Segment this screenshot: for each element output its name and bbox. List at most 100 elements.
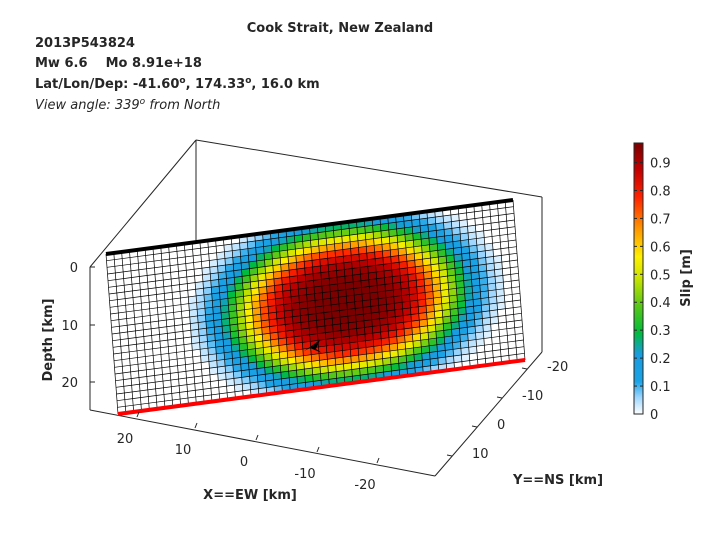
slip-cell bbox=[167, 332, 176, 341]
slip-cell bbox=[488, 296, 497, 305]
slip-cell bbox=[261, 319, 270, 328]
slip-cell bbox=[192, 355, 202, 364]
slip-cell bbox=[333, 229, 342, 238]
slip-cell bbox=[381, 337, 390, 346]
slip-cell bbox=[260, 306, 269, 315]
slip-cell bbox=[355, 314, 364, 322]
slip-cell bbox=[155, 387, 164, 396]
slip-cell bbox=[142, 322, 152, 330]
slip-cell bbox=[184, 249, 194, 257]
slip-cell bbox=[485, 249, 494, 258]
slip-cell bbox=[296, 362, 305, 371]
slip-cell bbox=[161, 259, 171, 267]
slip-cell bbox=[439, 269, 448, 278]
slip-cell bbox=[367, 366, 376, 375]
slip-cell bbox=[470, 265, 479, 273]
slip-cell bbox=[161, 353, 170, 362]
slip-cell bbox=[424, 284, 433, 293]
chart-title: Cook Strait, New Zealand bbox=[247, 21, 434, 36]
slip-cell bbox=[176, 250, 186, 258]
y-tick-mark bbox=[521, 367, 528, 370]
slip-cell bbox=[274, 291, 284, 299]
slip-cell bbox=[149, 301, 158, 309]
slip-cell bbox=[217, 258, 226, 267]
slip-cell bbox=[467, 225, 476, 233]
slip-cell bbox=[179, 391, 188, 399]
slip-cell bbox=[434, 317, 444, 325]
slip-cell bbox=[416, 285, 426, 294]
slip-cell bbox=[270, 338, 279, 347]
slip-cell bbox=[466, 211, 475, 220]
slip-cell bbox=[380, 229, 390, 238]
colorbar-tick-label: 0.8 bbox=[650, 184, 671, 199]
slip-cell bbox=[435, 323, 444, 332]
grid-line-strike bbox=[112, 286, 520, 342]
slip-cell bbox=[260, 313, 269, 321]
slip-cell bbox=[257, 266, 266, 275]
slip-cell bbox=[201, 368, 210, 376]
slip-cell bbox=[430, 257, 439, 265]
slip-cell bbox=[482, 216, 491, 225]
slip-cell bbox=[394, 308, 404, 317]
colorbar-tick-label: 0.3 bbox=[650, 324, 671, 339]
slip-cell bbox=[148, 294, 157, 303]
slip-cell bbox=[272, 264, 282, 273]
slip-cell bbox=[509, 260, 518, 268]
slip-cell bbox=[182, 330, 192, 338]
slip-cell bbox=[273, 277, 283, 286]
slip-cell bbox=[280, 263, 289, 272]
slip-cell bbox=[125, 297, 134, 306]
slip-cell bbox=[190, 329, 200, 337]
slip-cell bbox=[357, 226, 366, 235]
slip-cell bbox=[515, 333, 524, 341]
slip-cell bbox=[352, 274, 361, 282]
slip-cell bbox=[359, 367, 368, 376]
slip-cell bbox=[156, 394, 165, 403]
slip-cell bbox=[233, 269, 243, 278]
slip-cell bbox=[240, 356, 249, 365]
slip-cell bbox=[259, 293, 268, 301]
slip-cell bbox=[405, 246, 415, 255]
slip-cell bbox=[139, 383, 148, 391]
slip-cell bbox=[240, 363, 250, 371]
slip-cell bbox=[130, 256, 139, 265]
slip-cell bbox=[329, 283, 338, 292]
slip-cell bbox=[162, 265, 171, 274]
slip-cell bbox=[187, 390, 196, 398]
slip-cell bbox=[133, 303, 142, 311]
slip-cell bbox=[207, 347, 217, 355]
slip-cell bbox=[408, 280, 417, 288]
slip-cell bbox=[163, 380, 172, 388]
slip-cell bbox=[115, 373, 124, 381]
slip-cell bbox=[304, 374, 314, 383]
slip-cell bbox=[138, 369, 147, 378]
slip-cell bbox=[484, 350, 494, 359]
slip-cell bbox=[442, 316, 452, 324]
slip-cell bbox=[176, 351, 185, 359]
y-axis-label: Y==NS [km] bbox=[512, 473, 603, 488]
slip-cell bbox=[397, 234, 406, 243]
slip-cell bbox=[248, 260, 258, 269]
slip-cell bbox=[353, 280, 362, 289]
slip-cell bbox=[297, 281, 307, 290]
slip-cell bbox=[427, 217, 436, 225]
slip-cell bbox=[184, 350, 193, 358]
slip-cell bbox=[393, 288, 402, 297]
slip-cell bbox=[140, 389, 149, 398]
slip-cell bbox=[277, 331, 287, 339]
grid-line-strike bbox=[107, 219, 515, 275]
slip-cell bbox=[299, 308, 309, 316]
slip-cell bbox=[320, 366, 329, 374]
slip-cell bbox=[247, 247, 257, 256]
slip-cell bbox=[287, 242, 296, 251]
slip-cell bbox=[210, 279, 220, 288]
slip-cell bbox=[233, 377, 243, 386]
slip-cell bbox=[393, 295, 403, 304]
slip-cell bbox=[280, 364, 289, 373]
slip-cell bbox=[459, 226, 468, 234]
slip-cell bbox=[369, 292, 379, 300]
slip-cell bbox=[377, 284, 386, 292]
slip-cell bbox=[114, 359, 123, 368]
slip-cell bbox=[378, 297, 387, 306]
slip-cell bbox=[209, 266, 219, 274]
